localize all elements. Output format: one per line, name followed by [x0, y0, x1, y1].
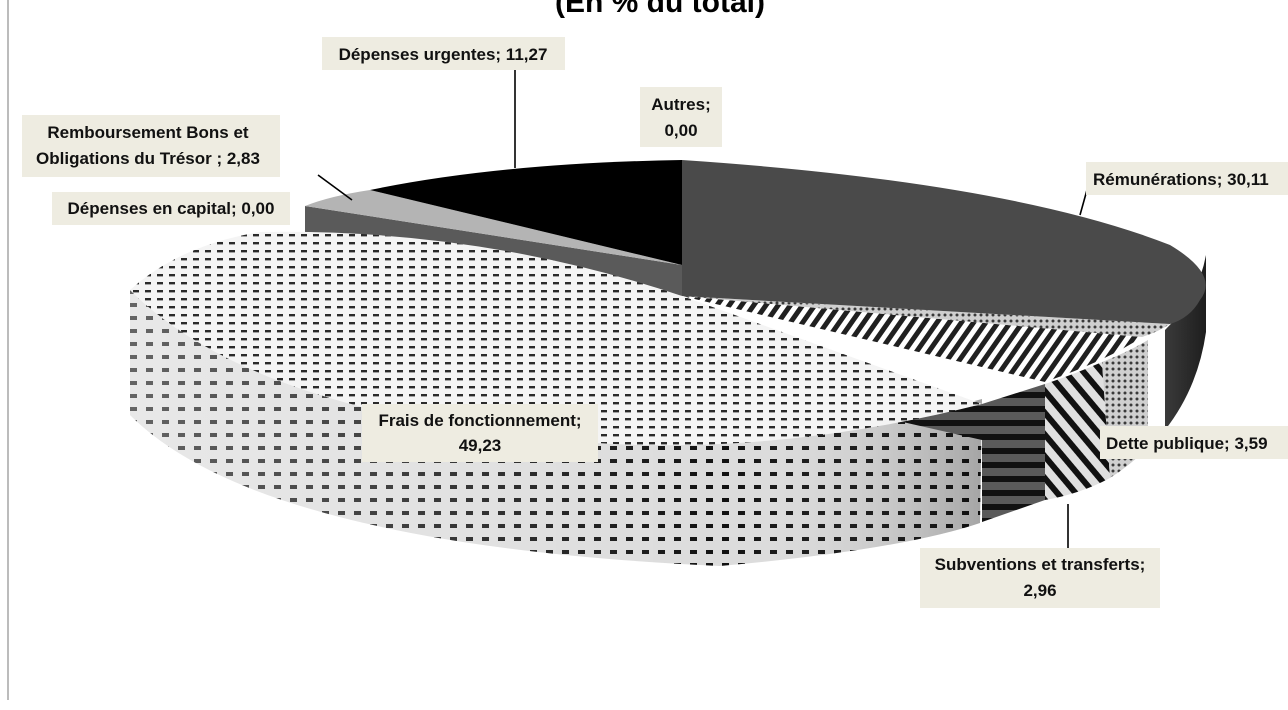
data-label-capital-text: Dépenses en capital; 0,00	[68, 199, 275, 218]
data-label-subventions-line1: Subventions et transferts;	[935, 555, 1146, 574]
slice-dette-publique	[682, 296, 1170, 337]
slice-remboursement-bons	[305, 190, 682, 265]
leader-remboursement	[317, 174, 353, 201]
slice-side-shading	[130, 290, 982, 566]
data-label-depenses-urgentes-text: Dépenses urgentes; 11,27	[339, 45, 548, 64]
slice-side-subventions-inner	[982, 384, 1045, 522]
data-label-frais-line1: Frais de fonctionnement;	[378, 411, 581, 430]
data-label-autres-line2: 0,00	[664, 121, 697, 140]
slice-side-subventions	[1045, 362, 1110, 500]
data-label-autres-line1: Autres;	[651, 95, 711, 114]
data-label-dette-text: Dette publique; 3,59	[1106, 434, 1268, 453]
data-label-remunerations-text: Rémunérations; 30,11	[1093, 170, 1269, 189]
data-label-depenses-urgentes: Dépenses urgentes; 11,27	[322, 37, 565, 70]
data-label-remboursement-line2: Obligations du Trésor ; 2,83	[36, 149, 260, 168]
data-label-autres: Autres; 0,00	[640, 87, 722, 147]
data-label-subventions: Subventions et transferts; 2,96	[920, 548, 1160, 608]
data-label-subventions-line2: 2,96	[1023, 581, 1056, 600]
chart-title: (En % du total)	[555, 0, 765, 19]
slice-frais-de-fonctionnement	[130, 231, 982, 446]
slice-subventions-et-transferts	[682, 296, 1142, 382]
data-label-dette-publique: Dette publique; 3,59	[1100, 426, 1288, 459]
data-label-depenses-en-capital: Dépenses en capital; 0,00	[52, 192, 290, 225]
slice-remunerations	[682, 160, 1206, 324]
data-label-remunerations: Rémunérations; 30,11	[1086, 162, 1288, 195]
data-label-frais-line2: 49,23	[459, 436, 502, 455]
data-label-remboursement-line1: Remboursement Bons et	[47, 123, 249, 142]
data-label-frais-de-fonctionnement: Frais de fonctionnement; 49,23	[362, 404, 598, 462]
slice-depenses-urgentes	[370, 160, 682, 265]
data-label-remboursement: Remboursement Bons et Obligations du Tré…	[22, 115, 280, 177]
